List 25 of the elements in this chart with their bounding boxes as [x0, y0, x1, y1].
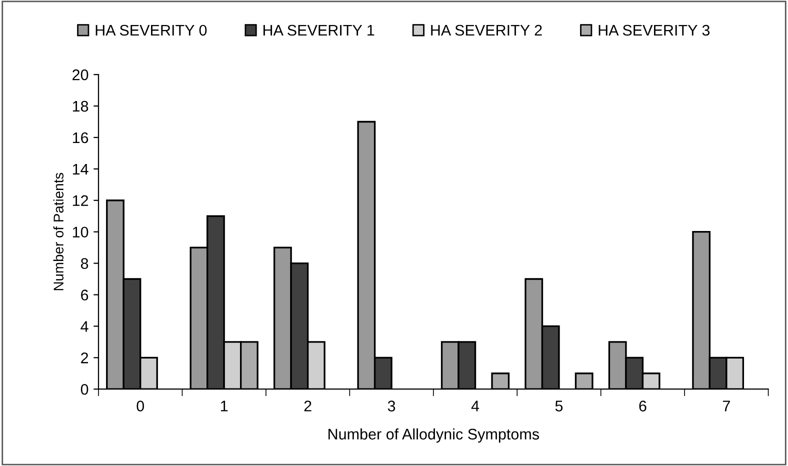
x-tick-label: 1 — [221, 400, 228, 412]
y-tick-label: 4 — [80, 321, 88, 332]
x-tick-label: 2 — [304, 400, 312, 412]
y-tick-label: 20 — [72, 69, 88, 80]
x-tick-label: 4 — [471, 400, 480, 412]
x-tick-label: 6 — [639, 400, 646, 412]
y-axis-title: Number of Patients — [53, 172, 64, 290]
legend-label: HA SEVERITY 3 — [598, 24, 710, 36]
legend-label: HA SEVERITY 1 — [263, 24, 374, 36]
x-tick-label: 5 — [555, 400, 563, 412]
y-tick-label: 8 — [80, 258, 88, 269]
y-tick-label: 14 — [72, 164, 88, 174]
legend-label: HA SEVERITY 0 — [96, 24, 207, 36]
y-tick-label: 10 — [72, 226, 88, 238]
x-tick-label: 0 — [136, 400, 144, 412]
y-tick-label: 6 — [81, 290, 88, 300]
x-tick-label: 3 — [388, 400, 396, 412]
legend-label: HA SEVERITY 2 — [431, 24, 542, 36]
x-axis-title: Number of Allodynic Symptoms — [328, 428, 539, 443]
y-tick-label: 18 — [72, 100, 88, 112]
y-tick-label: 12 — [72, 195, 88, 206]
x-tick-label: 7 — [722, 400, 730, 412]
y-tick-label: 16 — [72, 132, 88, 144]
y-tick-label: 2 — [81, 352, 88, 364]
y-tick-label: 0 — [80, 384, 88, 395]
